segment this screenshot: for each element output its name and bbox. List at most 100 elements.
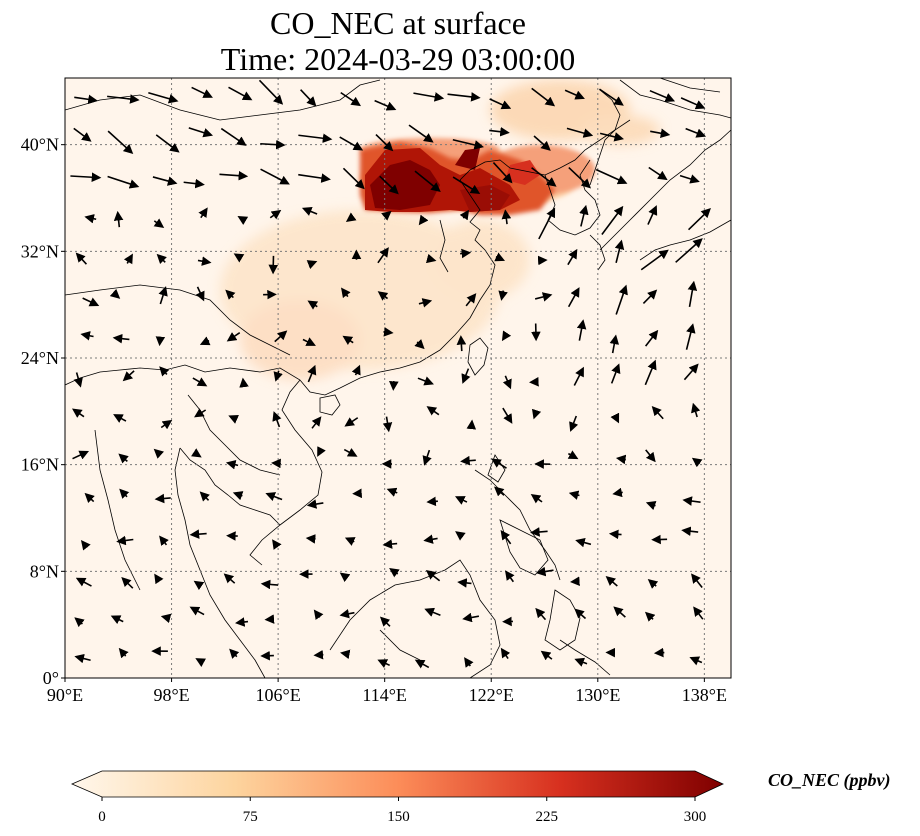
wind-arrow xyxy=(75,252,88,265)
wind-arrow xyxy=(613,606,626,618)
wind-arrow xyxy=(491,458,507,469)
wind-arrow xyxy=(425,253,437,264)
wind-arrow xyxy=(116,535,134,546)
wind-arrow xyxy=(155,336,166,347)
x-tick-label: 138°E xyxy=(682,685,727,705)
wind-arrow xyxy=(343,447,358,457)
wind-arrow xyxy=(601,205,624,235)
wind-arrow xyxy=(155,134,180,153)
wind-arrow xyxy=(502,407,513,424)
wind-arrow xyxy=(540,650,553,661)
colorbar-bar xyxy=(70,770,724,798)
wind-arrow xyxy=(579,204,589,227)
wind-arrow xyxy=(339,609,355,619)
wind-arrow xyxy=(648,166,668,181)
wind-arrow xyxy=(301,207,318,216)
wind-arrow xyxy=(679,174,700,184)
wind-arrow xyxy=(466,419,477,430)
wind-arrow xyxy=(317,446,326,457)
wind-arrow xyxy=(535,566,554,577)
wind-arrow xyxy=(225,460,239,470)
wind-arrow xyxy=(389,568,400,578)
wind-arrow xyxy=(413,92,445,102)
map-title: CO_NEC at surface Time: 2024-03-29 03:00… xyxy=(65,5,731,77)
wind-arrow xyxy=(228,414,240,424)
y-tick-label: 16°N xyxy=(21,455,59,475)
y-tick-label: 40°N xyxy=(21,135,59,155)
wind-arrow xyxy=(119,488,130,499)
wind-arrow xyxy=(118,647,129,659)
wind-arrow xyxy=(191,86,213,98)
wind-arrow xyxy=(424,607,441,617)
wind-arrow xyxy=(84,492,95,504)
wind-arrow xyxy=(228,86,253,101)
wind-arrow xyxy=(198,207,208,219)
wind-arrow xyxy=(122,370,135,382)
wind-arrow xyxy=(502,375,512,390)
wind-arrow xyxy=(377,659,391,669)
wind-arrow xyxy=(159,535,169,547)
x-tick-label: 98°E xyxy=(153,685,189,705)
wind-arrow xyxy=(160,419,173,430)
wind-arrow xyxy=(80,331,94,341)
wind-arrow xyxy=(188,127,214,138)
wind-arrow xyxy=(568,166,592,189)
wind-arrow xyxy=(569,415,579,432)
wind-arrow xyxy=(239,377,249,388)
wind-arrow xyxy=(653,647,665,658)
wind-arrow xyxy=(464,657,474,668)
colorbar-tick-label: 0 xyxy=(98,809,106,825)
wind-arrow xyxy=(375,133,394,152)
wind-arrow xyxy=(72,450,90,460)
wind-arrow xyxy=(414,339,425,350)
wind-arrow xyxy=(154,573,164,585)
wind-arrow xyxy=(534,292,553,302)
coastlines xyxy=(65,78,731,678)
wind-arrow xyxy=(574,608,587,620)
wind-arrow xyxy=(110,615,124,625)
wind-arrow xyxy=(382,539,398,549)
wind-arrow xyxy=(675,238,703,263)
wind-arrow xyxy=(691,573,703,588)
wind-arrow xyxy=(612,487,623,498)
wind-arrow xyxy=(465,293,477,307)
wind-arrow xyxy=(74,94,98,105)
wind-arrow xyxy=(564,89,585,100)
wind-arrow xyxy=(341,287,351,299)
wind-arrow xyxy=(494,252,506,262)
wind-arrow xyxy=(530,527,548,537)
wind-arrow xyxy=(225,289,236,300)
wind-arrow xyxy=(492,162,513,184)
wind-arrow xyxy=(274,330,288,343)
wind-arrow xyxy=(608,529,622,540)
colorbar-ticks: 0 75 150 225 300 xyxy=(98,797,706,825)
wind-arrow xyxy=(568,490,580,500)
wind-arrow xyxy=(189,606,205,616)
wind-arrow xyxy=(455,496,468,505)
wind-arrow xyxy=(567,450,579,460)
wind-arrow xyxy=(461,368,471,384)
wind-arrow xyxy=(417,376,434,386)
wind-arrow xyxy=(237,215,249,225)
wind-arrow xyxy=(107,94,140,104)
wind-vectors xyxy=(70,79,711,669)
wind-arrow xyxy=(272,539,282,550)
wind-arrow xyxy=(112,333,130,344)
wind-arrow xyxy=(647,205,658,225)
wind-arrow xyxy=(644,329,659,347)
wind-arrow xyxy=(457,578,472,588)
wind-arrow xyxy=(300,89,317,107)
wind-arrow xyxy=(447,92,481,102)
wind-arrow xyxy=(609,334,620,354)
wind-arrow xyxy=(687,280,698,307)
wind-arrow xyxy=(153,448,165,459)
wind-arrow xyxy=(298,133,333,143)
wind-arrow xyxy=(426,496,438,507)
wind-arrow xyxy=(382,416,393,433)
wind-arrow xyxy=(610,363,621,384)
wind-arrow xyxy=(408,124,434,143)
wind-arrow xyxy=(531,408,542,420)
wind-arrow xyxy=(418,214,429,226)
wind-arrow xyxy=(681,526,699,537)
